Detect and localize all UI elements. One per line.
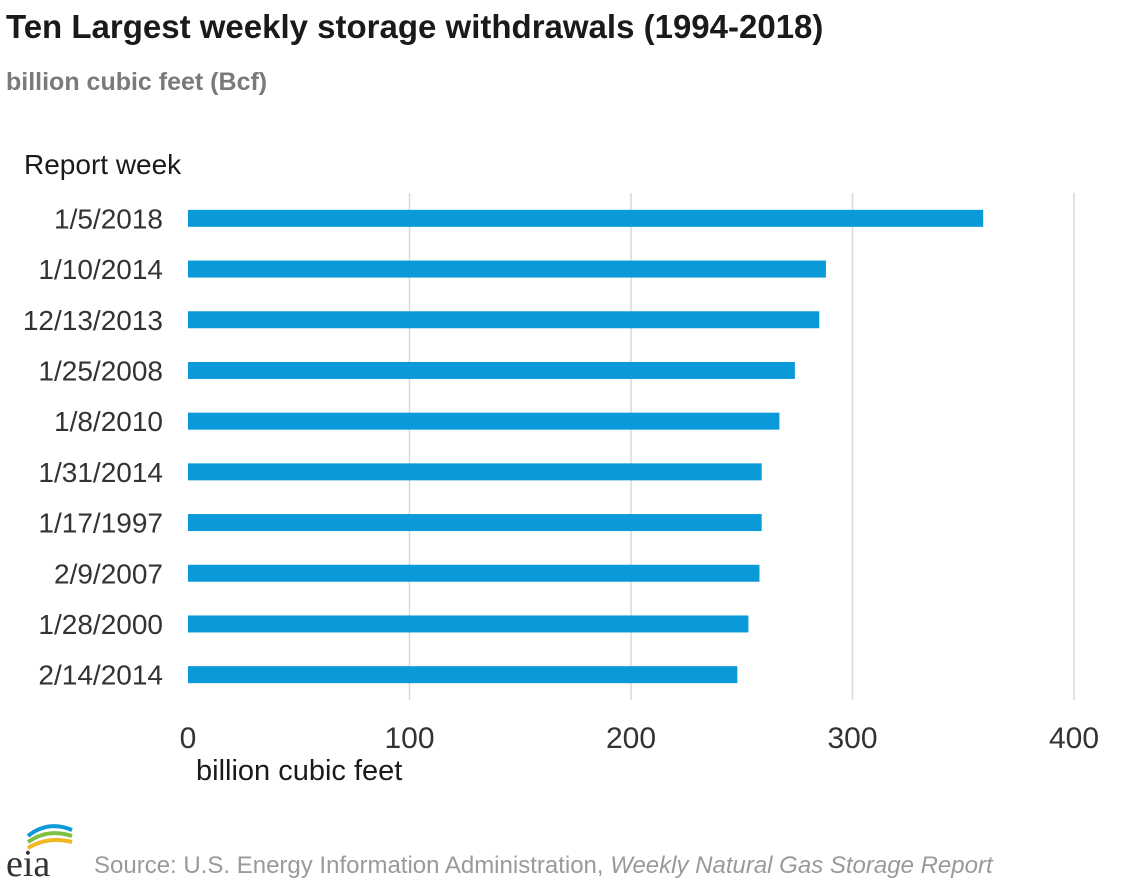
- bar: [188, 666, 738, 684]
- bar: [188, 260, 826, 278]
- y-axis-title: Report week: [24, 149, 182, 180]
- eia-logo-text: eia: [6, 843, 50, 882]
- category-label: 1/10/2014: [38, 254, 163, 285]
- chart-subtitle: billion cubic feet (Bcf): [6, 68, 268, 96]
- bar: [188, 514, 762, 532]
- category-label: 1/28/2000: [38, 609, 163, 640]
- x-tick-label: 300: [827, 722, 877, 755]
- x-tick-label: 100: [384, 722, 434, 755]
- bar: [188, 209, 984, 227]
- source-note: Source: U.S. Energy Information Administ…: [94, 852, 993, 880]
- x-tick-labels: 0 100 200 300 400: [180, 722, 1099, 755]
- bar-chart: 1/5/2018 1/10/2014 12/13/2013 1/25/2008 1/8/…: [23, 149, 1099, 787]
- category-labels: 1/5/2018 1/10/2014 12/13/2013 1/25/2008 1/8/…: [23, 203, 163, 690]
- bar: [188, 463, 762, 481]
- source-prefix: Source: U.S. Energy Information Administ…: [94, 852, 611, 879]
- category-label: 1/17/1997: [38, 508, 163, 539]
- category-label: 1/31/2014: [38, 457, 163, 488]
- bar: [188, 564, 760, 582]
- category-label: 2/9/2007: [54, 558, 163, 589]
- chart-title: Ten Largest weekly storage withdrawals (…: [6, 8, 824, 45]
- eia-logo: eia: [6, 824, 73, 882]
- category-label: 1/25/2008: [38, 355, 163, 386]
- category-label: 1/8/2010: [54, 406, 163, 437]
- x-tick-label: 0: [180, 722, 197, 755]
- category-label: 1/5/2018: [54, 203, 163, 234]
- x-tick-label: 400: [1049, 722, 1099, 755]
- x-tick-label: 200: [606, 722, 656, 755]
- source-report: Weekly Natural Gas Storage Report: [610, 852, 993, 879]
- category-label: 12/13/2013: [23, 305, 163, 336]
- footer: eia Source: U.S. Energy Information Admi…: [0, 820, 1140, 890]
- bar: [188, 311, 820, 329]
- x-axis-title: billion cubic feet: [196, 755, 402, 787]
- category-label: 2/14/2014: [38, 660, 163, 691]
- bars: [188, 209, 984, 684]
- bar: [188, 412, 780, 430]
- bar: [188, 361, 795, 379]
- bar: [188, 615, 749, 633]
